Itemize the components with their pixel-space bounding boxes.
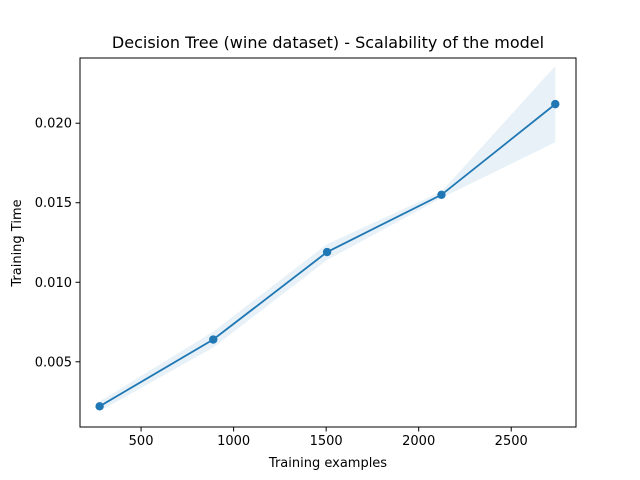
data-points (95, 99, 560, 411)
x-tick-label: 500 (129, 434, 154, 449)
data-point (95, 402, 104, 411)
plot-frame (79, 57, 577, 428)
y-tick-label: 0.015 (35, 196, 72, 211)
y-tick-label: 0.020 (35, 117, 72, 132)
y-tick-label: 0.005 (35, 355, 72, 370)
chart-title: Decision Tree (wine dataset) - Scalabili… (112, 33, 544, 52)
y-tick-label: 0.010 (35, 276, 72, 291)
x-axis: 500 1000 1500 2000 2500 (129, 427, 528, 449)
data-point (209, 335, 218, 344)
x-tick-label: 1000 (217, 434, 250, 449)
confidence-band (99, 65, 556, 412)
x-tick-label: 2000 (402, 434, 435, 449)
y-axis-title: Training Time (10, 199, 25, 287)
data-point (551, 99, 560, 109)
data-point (437, 190, 446, 199)
y-axis: 0.005 0.010 0.015 0.020 (35, 117, 80, 370)
x-tick-label: 1500 (310, 434, 343, 449)
x-tick-label: 2500 (495, 434, 528, 449)
x-axis-title: Training examples (268, 456, 387, 471)
plot-area (79, 57, 577, 428)
plot-background (80, 58, 576, 427)
data-point (322, 247, 332, 257)
